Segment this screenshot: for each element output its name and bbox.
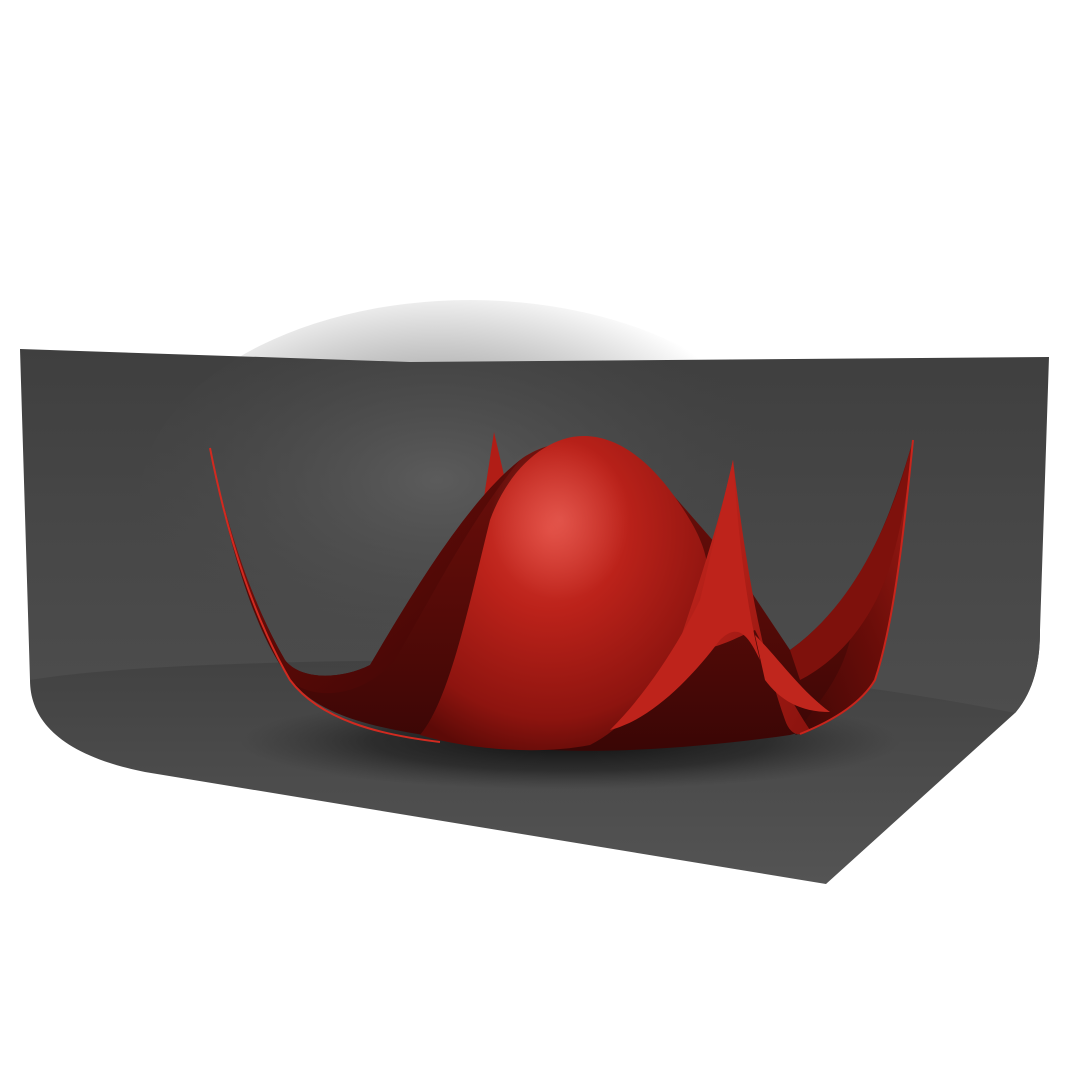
left-rim-edge [209, 447, 441, 743]
red-surface [209, 432, 914, 751]
dome-highlight [490, 440, 630, 600]
right-wing-inner [790, 440, 913, 680]
inner-fold [755, 635, 830, 712]
right-rim-edge [799, 439, 914, 735]
front-spike-face [610, 460, 760, 730]
right-wing [795, 440, 913, 735]
